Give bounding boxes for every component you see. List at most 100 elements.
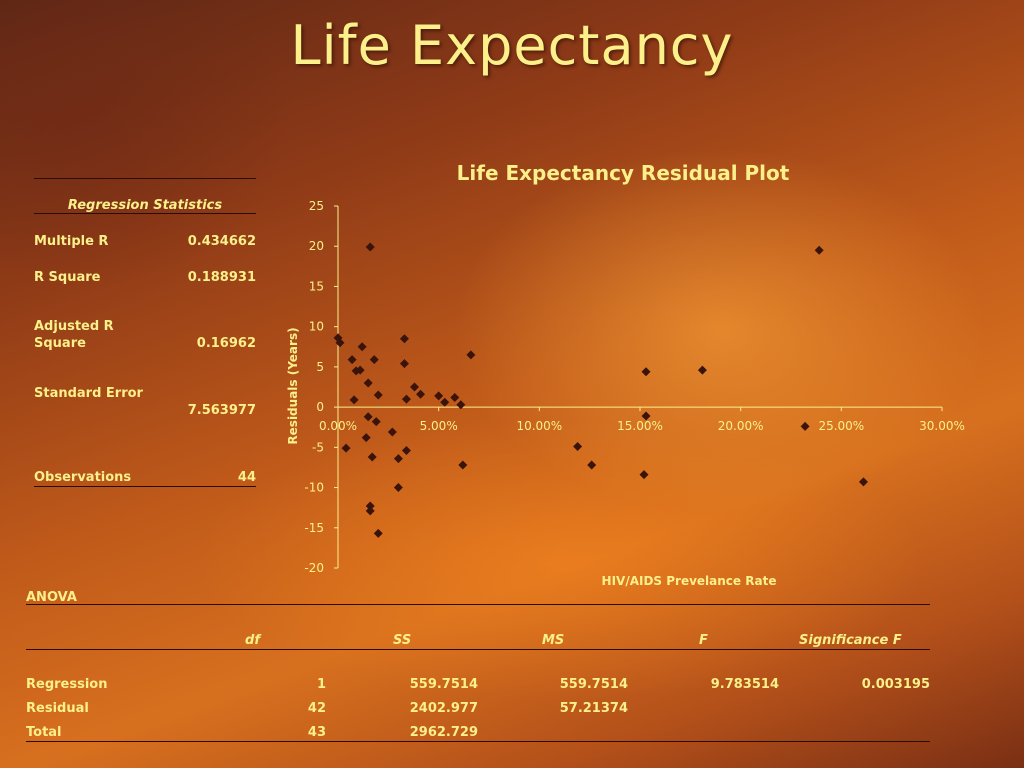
data-point-marker bbox=[335, 338, 345, 348]
row-label: Total bbox=[26, 725, 62, 740]
y-tick-label: -10 bbox=[304, 481, 324, 495]
table-rule bbox=[26, 604, 930, 605]
x-tick-label: 10.00% bbox=[516, 419, 562, 433]
data-point-marker bbox=[639, 470, 649, 480]
y-tick-label: 0 bbox=[316, 400, 324, 414]
data-point-marker bbox=[641, 367, 651, 377]
row-label: Adjusted R Square bbox=[34, 319, 114, 351]
cell-significance-f: 0.003195 bbox=[861, 677, 930, 692]
y-tick-label: -15 bbox=[304, 521, 324, 535]
table-row: Observations 44 bbox=[34, 469, 256, 487]
data-point-marker bbox=[466, 350, 476, 360]
residual-plot-chart: Life Expectancy Residual Plot 25 20 15 10 5 0… bbox=[286, 161, 965, 588]
x-tick-label: 5.00% bbox=[420, 419, 458, 433]
data-point-marker bbox=[456, 400, 466, 410]
chart-title: Life Expectancy Residual Plot bbox=[457, 161, 790, 185]
data-point-marker bbox=[410, 382, 420, 392]
data-point-marker bbox=[357, 342, 367, 352]
x-tick-label: 25.00% bbox=[818, 419, 864, 433]
table-row: Adjusted R Square 0.16962 bbox=[34, 318, 256, 352]
data-point-marker bbox=[367, 452, 377, 462]
table-row: Standard Error 7.563977 bbox=[34, 385, 256, 419]
header-f: F bbox=[699, 633, 708, 648]
table-row: R Square 0.188931 bbox=[34, 269, 256, 286]
regression-statistics-header: Regression Statistics bbox=[34, 177, 256, 214]
y-tick-label: 25 bbox=[309, 199, 324, 213]
x-axis-label: HIV/AIDS Prevelance Rate bbox=[602, 574, 777, 588]
x-tick-label: 0.00% bbox=[319, 419, 357, 433]
data-point-marker bbox=[399, 334, 409, 344]
data-point-marker bbox=[641, 411, 651, 421]
anova-title: ANOVA bbox=[26, 590, 77, 605]
data-point-marker bbox=[401, 446, 411, 456]
chart-points bbox=[333, 242, 868, 538]
row-label: Multiple R bbox=[34, 234, 109, 249]
row-value: 44 bbox=[237, 470, 256, 485]
data-point-marker bbox=[450, 392, 460, 402]
row-label: Regression bbox=[26, 677, 108, 692]
data-point-marker bbox=[365, 242, 375, 252]
data-point-marker bbox=[858, 477, 868, 487]
data-point-marker bbox=[361, 433, 371, 443]
table-row: Multiple R 0.434662 bbox=[34, 233, 256, 250]
y-tick-label: 10 bbox=[309, 320, 324, 334]
data-point-marker bbox=[371, 417, 381, 427]
data-point-marker bbox=[341, 443, 351, 453]
row-value: 7.563977 bbox=[187, 403, 256, 418]
data-point-marker bbox=[373, 528, 383, 538]
cell-df: 42 bbox=[307, 701, 326, 716]
row-label: Observations bbox=[34, 470, 132, 485]
cell-ss: 2402.977 bbox=[409, 701, 478, 716]
data-point-marker bbox=[363, 412, 373, 422]
data-point-marker bbox=[434, 391, 444, 401]
header-df: df bbox=[245, 633, 260, 648]
data-point-marker bbox=[573, 442, 583, 452]
cell-f: 9.783514 bbox=[710, 677, 779, 692]
data-point-marker bbox=[393, 454, 403, 464]
y-tick-label: 20 bbox=[309, 239, 324, 253]
row-label: R Square bbox=[34, 270, 101, 285]
data-point-marker bbox=[393, 483, 403, 493]
data-point-marker bbox=[697, 365, 707, 375]
data-point-marker bbox=[440, 397, 450, 407]
row-value: 0.188931 bbox=[187, 270, 256, 285]
chart-axes: 25 20 15 10 5 0 -5 -10 -15 -20 0.00% 5.00% 10.00% 15.… bbox=[304, 199, 964, 575]
data-point-marker bbox=[349, 395, 359, 405]
table-rule bbox=[26, 649, 930, 650]
row-value: 0.434662 bbox=[187, 234, 256, 249]
row-label: Residual bbox=[26, 701, 89, 716]
data-point-marker bbox=[458, 460, 468, 470]
y-axis-label: Residuals (Years) bbox=[286, 327, 300, 444]
row-label: Standard Error bbox=[34, 386, 143, 401]
data-point-marker bbox=[587, 460, 597, 470]
data-point-marker bbox=[347, 355, 357, 365]
cell-ss: 559.7514 bbox=[409, 677, 478, 692]
data-point-marker bbox=[401, 394, 411, 404]
data-point-marker bbox=[399, 359, 409, 369]
header-significance-f: Significance F bbox=[799, 633, 902, 648]
data-point-marker bbox=[814, 245, 824, 255]
y-tick-label: 5 bbox=[316, 360, 324, 374]
cell-ms: 559.7514 bbox=[559, 677, 628, 692]
table-rule bbox=[26, 741, 930, 742]
data-point-marker bbox=[365, 506, 375, 516]
x-tick-label: 20.00% bbox=[718, 419, 764, 433]
data-point-marker bbox=[355, 365, 365, 375]
y-tick-label: -5 bbox=[312, 440, 324, 454]
header-ms: MS bbox=[542, 633, 565, 648]
data-point-marker bbox=[365, 501, 375, 511]
x-tick-label: 30.00% bbox=[919, 419, 965, 433]
table-top-rule bbox=[34, 178, 256, 179]
cell-ss: 2962.729 bbox=[409, 725, 478, 740]
x-tick-label: 15.00% bbox=[617, 419, 663, 433]
data-point-marker bbox=[387, 427, 397, 437]
data-point-marker bbox=[363, 378, 373, 388]
regression-statistics-table: Regression Statistics Multiple R 0.43466… bbox=[34, 177, 256, 487]
cell-df: 1 bbox=[316, 677, 326, 692]
data-point-marker bbox=[369, 355, 379, 365]
y-tick-label: -20 bbox=[304, 561, 324, 575]
data-point-marker bbox=[800, 421, 810, 431]
header-ss: SS bbox=[393, 633, 412, 648]
row-value: 0.16962 bbox=[196, 336, 256, 351]
cell-ms: 57.21374 bbox=[559, 701, 628, 716]
